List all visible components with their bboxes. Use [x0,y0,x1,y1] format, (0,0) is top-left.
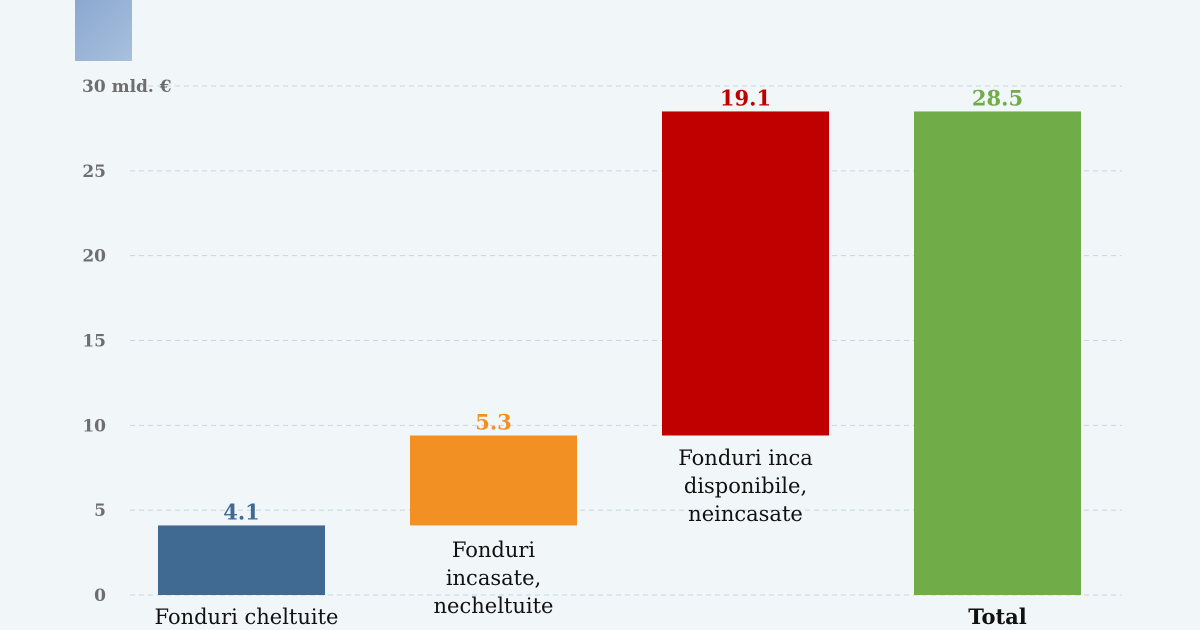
y-tick-label: 5 [94,501,106,521]
bars [158,111,1081,595]
category-label: Fonduri incasate, necheltuite [434,538,554,618]
bar [410,435,577,526]
y-tick-label: 0 [94,586,106,606]
category-label: Total [968,604,1027,629]
category-label-line: Fonduri cheltuite [155,605,339,629]
y-tick-label: 15 [82,332,106,352]
y-tick-label: 20 [82,247,106,267]
value-label: 5.3 [475,410,512,435]
legend-swatch [75,0,132,61]
category-label-line: incasate, [446,566,541,590]
bar [914,111,1081,595]
category-label-line: Fonduri [452,538,536,562]
category-label-line: Fonduri inca [678,446,813,470]
value-label: 19.1 [720,85,771,110]
category-labels: Fonduri cheltuite Fonduri incasate, nechelt… [155,446,1027,629]
bar [662,111,829,436]
value-label: 28.5 [972,85,1023,110]
category-label-line: Total [968,604,1027,629]
category-label-line: disponibile, [684,474,807,498]
value-labels: 4.1 5.3 19.1 28.5 [223,85,1023,524]
category-label-line: neincasate [688,502,803,526]
bar [158,525,325,595]
category-label-line: necheltuite [434,594,554,618]
y-tick-label: 25 [82,162,106,182]
category-label: Fonduri cheltuite [155,605,339,629]
y-tick-label: 10 [82,416,106,436]
y-axis-ticks: 0 5 10 15 20 25 30 mld. € [82,77,172,606]
category-label: Fonduri inca disponibile, neincasate [678,446,813,526]
value-label: 4.1 [223,499,260,524]
y-tick-label: 30 mld. € [82,77,172,97]
